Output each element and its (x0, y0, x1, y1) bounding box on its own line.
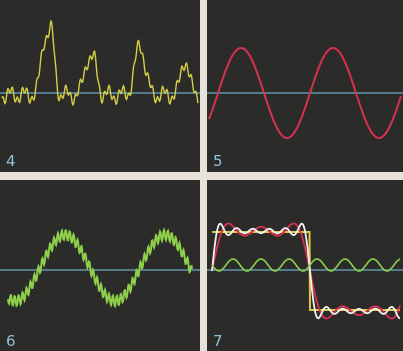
screen (207, 180, 403, 351)
oscilloscope-photo: 4 5 6 7 (0, 0, 403, 351)
screen (207, 0, 403, 172)
panel-label: 7 (213, 332, 223, 350)
panel-label: 4 (6, 152, 16, 170)
panel-label: 6 (6, 332, 16, 350)
panel-label: 5 (213, 152, 223, 170)
screen (0, 180, 200, 351)
